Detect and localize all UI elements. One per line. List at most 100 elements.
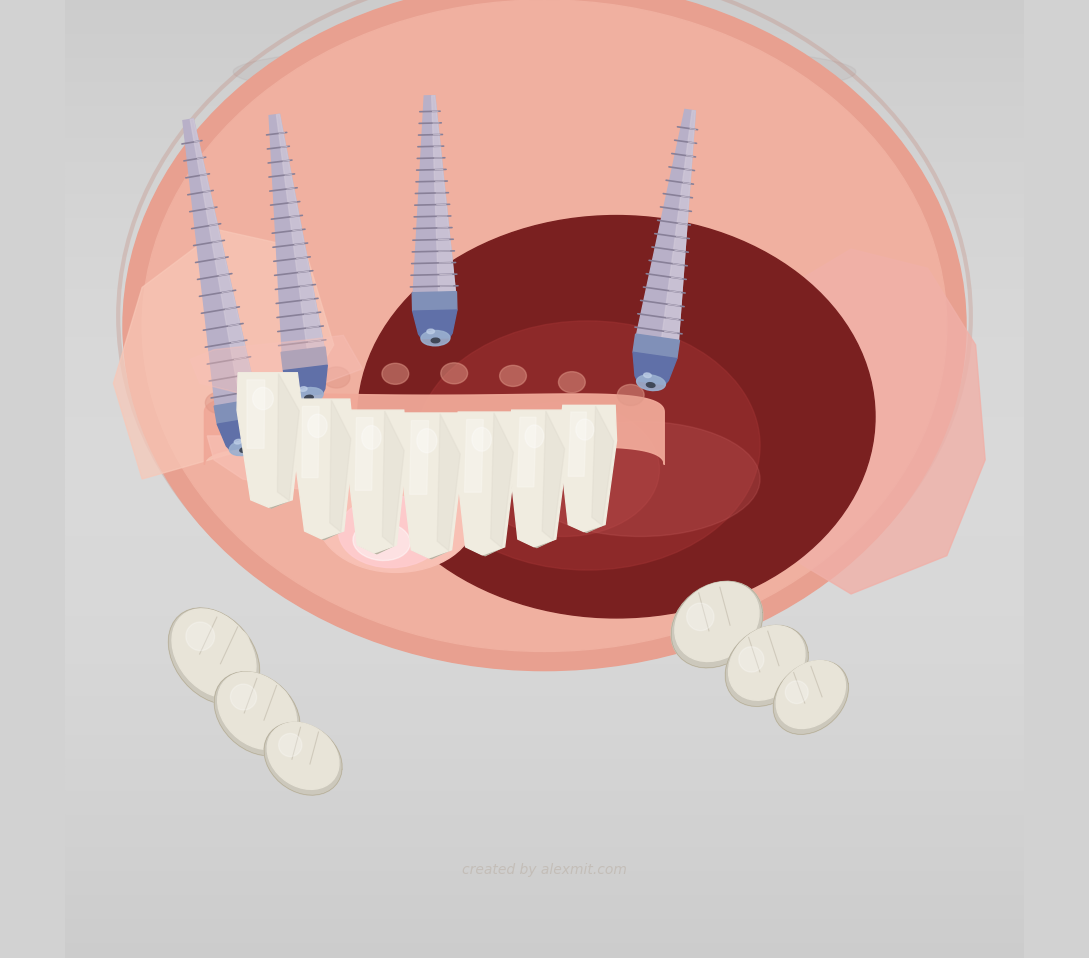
Ellipse shape — [751, 635, 774, 657]
Bar — [65, 822, 1024, 831]
Polygon shape — [559, 405, 616, 532]
Polygon shape — [671, 582, 762, 668]
Bar — [65, 759, 1024, 766]
Ellipse shape — [417, 428, 437, 453]
Bar — [65, 463, 1024, 471]
Bar — [65, 623, 1024, 630]
Ellipse shape — [279, 734, 302, 757]
Ellipse shape — [265, 375, 291, 396]
Polygon shape — [457, 413, 513, 556]
Ellipse shape — [323, 367, 350, 388]
Bar — [65, 862, 1024, 870]
Ellipse shape — [230, 440, 258, 456]
Bar — [65, 575, 1024, 582]
Ellipse shape — [737, 640, 760, 661]
Bar — [65, 311, 1024, 319]
Polygon shape — [465, 420, 484, 492]
Bar — [65, 127, 1024, 136]
Polygon shape — [277, 114, 325, 349]
Ellipse shape — [809, 665, 830, 685]
Bar — [65, 807, 1024, 814]
Bar — [65, 527, 1024, 535]
Bar — [65, 783, 1024, 790]
Polygon shape — [437, 414, 461, 551]
Ellipse shape — [525, 425, 543, 447]
Ellipse shape — [206, 392, 232, 413]
Bar — [65, 160, 1024, 168]
Bar — [65, 407, 1024, 415]
Polygon shape — [345, 410, 407, 553]
Polygon shape — [511, 411, 564, 548]
Bar — [65, 702, 1024, 711]
Bar — [65, 175, 1024, 184]
Ellipse shape — [357, 216, 874, 618]
Polygon shape — [207, 436, 568, 490]
Bar — [65, 192, 1024, 199]
Ellipse shape — [431, 338, 440, 343]
Polygon shape — [348, 411, 404, 554]
Bar — [65, 471, 1024, 479]
Bar — [65, 814, 1024, 822]
Bar — [65, 663, 1024, 671]
Bar — [65, 40, 1024, 48]
Polygon shape — [675, 582, 759, 662]
Polygon shape — [413, 310, 457, 338]
Ellipse shape — [249, 682, 273, 704]
Bar — [65, 599, 1024, 606]
Ellipse shape — [231, 684, 257, 710]
Polygon shape — [265, 722, 342, 795]
Bar — [65, 647, 1024, 654]
Bar — [65, 639, 1024, 647]
Ellipse shape — [253, 387, 273, 410]
Bar — [65, 72, 1024, 80]
Bar — [65, 328, 1024, 335]
Bar — [65, 654, 1024, 663]
Ellipse shape — [305, 396, 314, 399]
Ellipse shape — [234, 677, 259, 699]
Bar — [65, 391, 1024, 399]
Ellipse shape — [123, 0, 966, 671]
Bar — [65, 479, 1024, 487]
Ellipse shape — [265, 688, 289, 710]
Ellipse shape — [785, 681, 808, 703]
Bar — [65, 199, 1024, 208]
Bar — [65, 630, 1024, 639]
Ellipse shape — [766, 630, 788, 652]
Ellipse shape — [234, 440, 242, 444]
Bar — [65, 567, 1024, 575]
Polygon shape — [215, 399, 261, 424]
Ellipse shape — [294, 388, 323, 403]
Bar — [65, 168, 1024, 175]
Bar — [65, 103, 1024, 112]
Ellipse shape — [186, 622, 215, 650]
Bar — [65, 886, 1024, 894]
Polygon shape — [403, 414, 461, 559]
Ellipse shape — [317, 463, 475, 573]
Bar — [65, 678, 1024, 687]
Ellipse shape — [441, 363, 467, 384]
Bar — [65, 263, 1024, 271]
Bar — [65, 870, 1024, 878]
Ellipse shape — [421, 331, 450, 346]
Polygon shape — [240, 374, 299, 508]
Polygon shape — [637, 109, 696, 340]
Polygon shape — [281, 347, 328, 371]
Polygon shape — [400, 413, 463, 558]
Polygon shape — [729, 626, 805, 700]
Bar — [65, 695, 1024, 702]
Polygon shape — [491, 413, 513, 548]
Ellipse shape — [783, 674, 805, 695]
Polygon shape — [218, 417, 261, 450]
Bar — [65, 559, 1024, 567]
Bar — [65, 319, 1024, 328]
Ellipse shape — [738, 647, 763, 673]
Polygon shape — [517, 418, 536, 487]
Ellipse shape — [308, 414, 327, 438]
Bar — [65, 208, 1024, 216]
Ellipse shape — [362, 425, 381, 449]
Bar — [65, 582, 1024, 591]
Bar — [65, 56, 1024, 64]
Ellipse shape — [617, 384, 644, 405]
Bar — [65, 367, 1024, 376]
Bar — [65, 838, 1024, 846]
